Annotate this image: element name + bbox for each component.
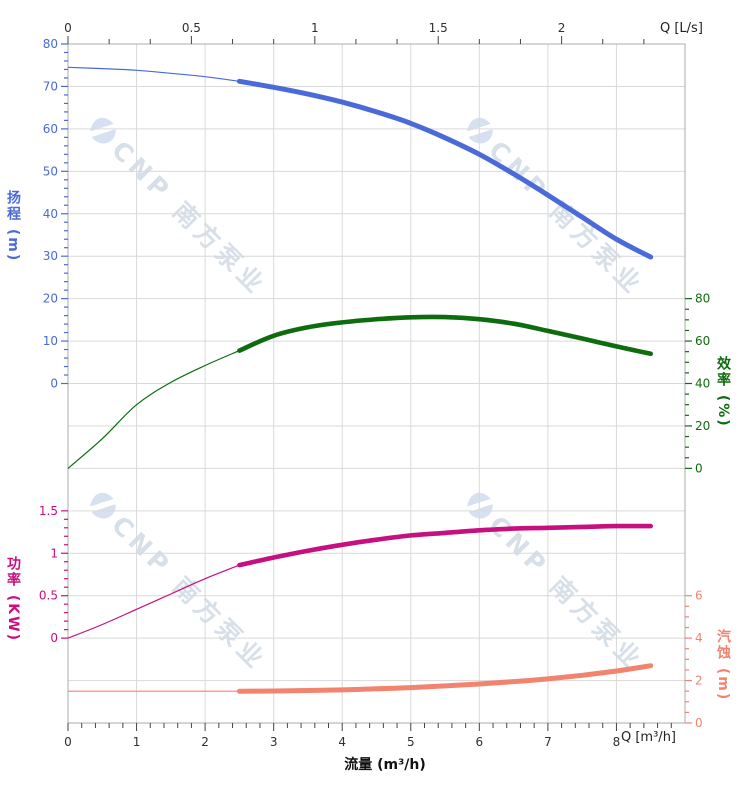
- npsh-curve: [67, 663, 654, 694]
- svg-text:20: 20: [695, 419, 710, 433]
- svg-text:4: 4: [338, 735, 346, 749]
- svg-text:6: 6: [476, 735, 484, 749]
- svg-text:1: 1: [133, 735, 141, 749]
- svg-text:4: 4: [695, 631, 703, 645]
- svg-text:60: 60: [43, 122, 58, 136]
- svg-text:2: 2: [695, 674, 703, 688]
- svg-text:80: 80: [695, 292, 710, 306]
- power-curve: [67, 523, 653, 639]
- svg-text:0.5: 0.5: [39, 589, 58, 603]
- head-axis-title: 扬程 (m): [5, 190, 21, 263]
- svg-text:1.5: 1.5: [39, 504, 58, 518]
- svg-text:30: 30: [43, 249, 58, 263]
- svg-text:0: 0: [695, 716, 703, 730]
- power-axis-title: 功率 (KW): [5, 556, 21, 642]
- svg-text:0: 0: [64, 735, 72, 749]
- bottom-axis-unit-label: Q [m³/h]: [621, 730, 677, 745]
- efficiency-axis-ticks: 0 20 40 60 80: [685, 292, 710, 475]
- svg-text:3: 3: [270, 735, 278, 749]
- svg-text:2: 2: [558, 21, 566, 35]
- svg-text:2: 2: [201, 735, 209, 749]
- efficiency-axis-title: 效率 (%): [715, 356, 731, 428]
- x-axis-title: 流量 (m³/h): [344, 757, 426, 773]
- npsh-axis-ticks: 0 2 4 6: [685, 589, 703, 730]
- x-axis-top-ticks: 0 0.5 1 1.5 2: [64, 21, 645, 44]
- top-axis-unit-label: Q [L/s]: [660, 21, 703, 36]
- svg-text:1: 1: [311, 21, 319, 35]
- svg-text:70: 70: [43, 79, 58, 93]
- svg-text:60: 60: [695, 334, 710, 348]
- svg-text:8: 8: [613, 735, 621, 749]
- head-curve: [67, 66, 654, 260]
- npsh-axis-title: 汽蚀 (m): [715, 629, 731, 702]
- svg-text:7: 7: [544, 735, 552, 749]
- svg-text:1: 1: [50, 546, 58, 560]
- head-axis-ticks: 0 10 20 30 40 50 60 70 80: [43, 37, 68, 391]
- power-axis-ticks: 0 0.5 1 1.5: [39, 504, 68, 645]
- svg-text:10: 10: [43, 334, 58, 348]
- svg-text:20: 20: [43, 292, 58, 306]
- svg-text:0: 0: [695, 461, 703, 475]
- svg-text:0: 0: [50, 631, 58, 645]
- svg-text:80: 80: [43, 37, 58, 51]
- x-axis-bottom-ticks: 0 1 2 3 4 5 6 7 8: [64, 723, 672, 749]
- svg-text:6: 6: [695, 589, 703, 603]
- svg-text:5: 5: [407, 735, 415, 749]
- gridlines: [68, 44, 685, 723]
- svg-text:0: 0: [50, 377, 58, 391]
- svg-text:0: 0: [64, 21, 72, 35]
- svg-text:1.5: 1.5: [429, 21, 448, 35]
- svg-text:50: 50: [43, 164, 58, 178]
- svg-text:40: 40: [43, 207, 58, 221]
- svg-text:40: 40: [695, 377, 710, 391]
- svg-text:0.5: 0.5: [182, 21, 201, 35]
- efficiency-curve: [67, 314, 653, 469]
